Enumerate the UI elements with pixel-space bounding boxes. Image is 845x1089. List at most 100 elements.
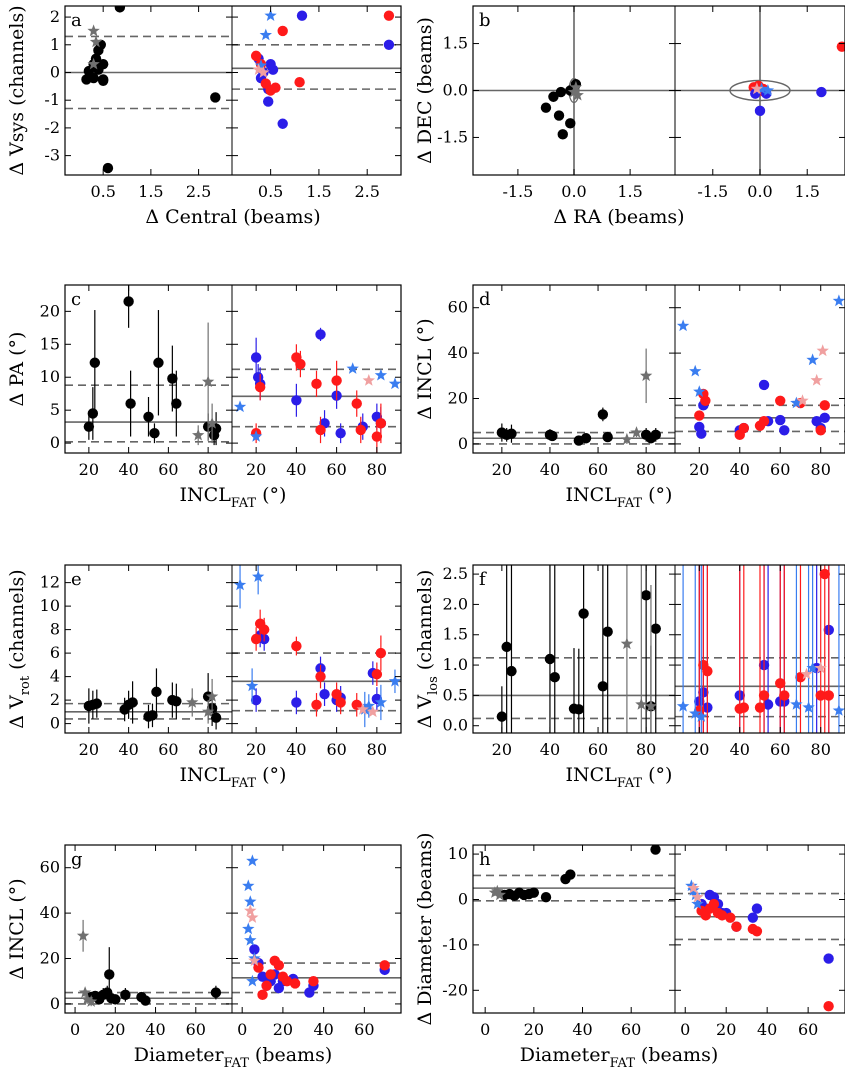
- point-black: [557, 129, 568, 140]
- panel-label: c: [71, 289, 81, 310]
- point-star-gray: [644, 699, 658, 712]
- point-star-pink: [356, 703, 369, 715]
- y-tick-label: 2.0: [443, 594, 468, 613]
- point-black: [578, 608, 589, 619]
- point-blue: [383, 39, 395, 50]
- point-black: [580, 433, 592, 444]
- point-star-gray: [620, 637, 634, 650]
- panel-frame: [472, 564, 845, 734]
- y-tick-label: 1.0: [443, 655, 468, 674]
- point-blue: [267, 64, 279, 75]
- point-blue: [257, 971, 268, 982]
- y-axis-label: Δ DEC (beams): [414, 17, 436, 164]
- point-red: [375, 647, 387, 659]
- point-black: [506, 428, 517, 439]
- plot-area-right: [675, 294, 845, 441]
- point-star-lightblue: [362, 699, 375, 712]
- point-red: [716, 910, 728, 921]
- x-axis-label: Δ Central (beams): [145, 206, 320, 228]
- point-black: [171, 696, 182, 707]
- point-black: [127, 697, 138, 708]
- point-red: [253, 962, 264, 973]
- point-star-gray: [635, 698, 648, 710]
- point-black: [89, 357, 101, 368]
- point-star-pink: [814, 661, 827, 674]
- point-star-gray: [81, 992, 94, 1005]
- x-tick-label: 40: [757, 1020, 777, 1039]
- point-star-lightblue: [233, 578, 247, 591]
- panel-frame: [472, 844, 845, 1014]
- panel-frame: [64, 284, 402, 454]
- point-red: [261, 980, 272, 991]
- x-tick-label: 0.0: [747, 182, 772, 201]
- point-red: [836, 41, 845, 52]
- point-star-lightblue: [832, 294, 845, 307]
- panel-label: h: [479, 849, 491, 870]
- point-red: [819, 568, 830, 580]
- x-tick-label: 40: [730, 740, 750, 759]
- point-blue: [696, 428, 707, 439]
- point-black: [88, 72, 99, 84]
- point-star-lightblue: [264, 9, 277, 21]
- point-black: [153, 357, 164, 368]
- plot-area-right: [232, 9, 401, 129]
- panel-label: e: [71, 569, 82, 590]
- point-black: [143, 411, 154, 422]
- point-star-lightblue: [233, 400, 247, 413]
- y-tick-label: 2: [50, 7, 60, 26]
- x-tick-label: 0: [680, 1020, 690, 1039]
- beam-ellipse: [729, 79, 791, 102]
- point-star-lightblue: [689, 707, 702, 719]
- point-star-pink: [796, 394, 809, 406]
- x-tick-label: 0.5: [90, 182, 115, 201]
- point-red: [273, 960, 285, 971]
- panel-c: 20 40 60 80 0 5 10 15 20 20 40 60 80 c INCLFAT (°) Δ PA…: [6, 284, 402, 511]
- point-star-lightblue: [761, 84, 775, 96]
- point-red: [775, 395, 786, 406]
- point-star-pink: [750, 82, 763, 95]
- point-black: [151, 686, 162, 698]
- point-red: [823, 1000, 834, 1012]
- point-star-lightblue: [252, 570, 265, 582]
- x-tick-label: 60: [588, 740, 608, 759]
- point-star-pink: [248, 954, 261, 966]
- point-blue: [249, 944, 260, 955]
- x-tick-label: 40: [313, 1020, 333, 1039]
- plot-area-left: [65, 919, 232, 1007]
- point-star-lightblue: [244, 895, 257, 907]
- x-axis-label: INCLFAT (°): [180, 484, 287, 511]
- point-blue: [319, 689, 330, 700]
- point-star-lightblue: [250, 430, 263, 442]
- panel-b: -1.5 0.0 1.5 -1.5 0.0 1.5 -1.5 0.0 1.5 b Δ RA (bea…: [414, 5, 845, 228]
- point-star-lightblue: [242, 922, 255, 935]
- plot-area-right: [232, 327, 401, 453]
- y-tick-label: 40: [448, 343, 468, 362]
- point-blue: [296, 10, 308, 21]
- plot-area-right: [675, 6, 845, 175]
- point-blue: [315, 329, 326, 340]
- y-tick-label: 0: [458, 434, 468, 453]
- point-blue: [250, 352, 262, 363]
- x-tick-label: 60: [588, 460, 608, 479]
- point-blue: [754, 105, 766, 117]
- point-star-pink: [800, 667, 813, 680]
- plot-area-right: [675, 565, 845, 733]
- point-red: [295, 358, 306, 370]
- point-star-lightblue: [685, 879, 698, 892]
- point-red: [265, 969, 276, 980]
- plot-area-right: [675, 879, 845, 1012]
- x-tick-label: 60: [158, 460, 178, 479]
- point-star-lightblue: [689, 888, 702, 901]
- x-tick-label: 20: [689, 460, 709, 479]
- point-black: [602, 431, 613, 443]
- point-black: [501, 641, 512, 653]
- point-black: [650, 845, 661, 855]
- point-star-pink: [252, 63, 265, 75]
- point-blue: [250, 694, 262, 706]
- y-tick-label: 1: [50, 35, 60, 54]
- point-black: [496, 711, 508, 722]
- panel-a: 0.5 1.5 2.5 -3 -2 -1 0 1 2 0.5 1.5 2.5 a Δ Central (b…: [6, 5, 402, 228]
- x-tick-label: 40: [572, 1020, 592, 1039]
- point-red: [795, 672, 806, 683]
- point-red: [258, 624, 270, 635]
